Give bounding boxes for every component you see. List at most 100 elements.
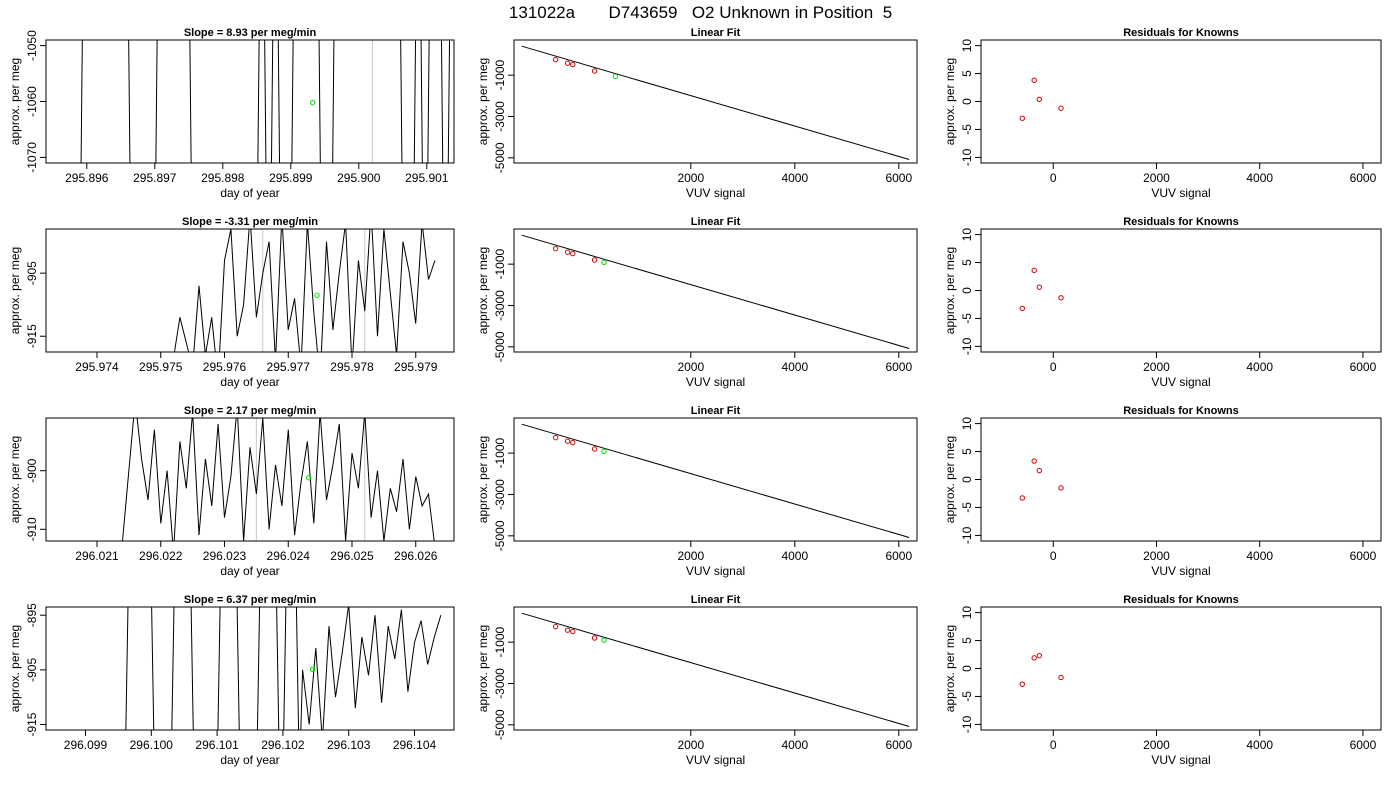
residual-point (1031, 655, 1037, 661)
y-tick-label: -910 (25, 517, 39, 541)
x-tick-label: 296.100 (130, 738, 174, 752)
x-tick-label: 4000 (1246, 738, 1273, 752)
trace-line (122, 418, 435, 541)
x-tick-label: 2000 (677, 549, 704, 563)
y-axis-label: approx. per meg (943, 247, 957, 334)
panel-title: Residuals for Knowns (1123, 405, 1239, 417)
header-description: O2 Unknown in Position 5 (692, 3, 892, 22)
x-axis-label: day of year (220, 564, 279, 578)
plot-area (125, 607, 442, 730)
y-tick-label: -905 (25, 658, 39, 682)
x-axis-label: VUV signal (686, 186, 745, 200)
x-tick-label: 6000 (1350, 738, 1377, 752)
x-tick-label: 6000 (885, 738, 912, 752)
y-tick-label: -1070 (25, 142, 39, 173)
y-tick-label: -1050 (25, 30, 39, 61)
y-axis-label: approx. per meg (943, 58, 957, 145)
y-tick-label: 10 (960, 417, 974, 431)
x-tick-label: 4000 (781, 171, 808, 185)
known-point (552, 245, 559, 252)
y-tick-label: -5 (960, 313, 974, 324)
x-tick-label: 6000 (885, 360, 912, 374)
y-tick-label: -1000 (493, 626, 507, 657)
x-tick-label: 296.103 (327, 738, 371, 752)
x-tick-label: 4000 (781, 738, 808, 752)
x-tick-label: 6000 (1350, 549, 1377, 563)
known-point (570, 61, 576, 68)
plot-area (1019, 77, 1064, 121)
x-tick-label: 0 (1050, 171, 1057, 185)
y-tick-label: -1000 (493, 437, 507, 468)
residual-point (1031, 458, 1037, 464)
unknown-point (601, 448, 607, 454)
panel-title: Residuals for Knowns (1123, 216, 1239, 228)
trace-line (125, 607, 442, 730)
known-point (591, 446, 598, 452)
x-tick-label: 2000 (1143, 360, 1170, 374)
panel-title: Slope = 6.37 per meg/min (184, 594, 317, 606)
known-point (564, 60, 571, 66)
x-tick-label: 296.021 (75, 549, 119, 563)
residual-point (1019, 681, 1025, 687)
x-tick-label: 2000 (1143, 171, 1170, 185)
residual-point (1031, 77, 1037, 83)
plot-frame (45, 228, 455, 353)
x-tick-label: 296.099 (64, 738, 108, 752)
known-point (552, 56, 559, 63)
known-point (564, 627, 571, 633)
panel-residuals-3: Residuals for Knowns 0 2000 4000 6000 -10 -5 0 5… (943, 405, 1382, 578)
y-tick-label: -895 (25, 603, 39, 627)
y-tick-label: 0 (960, 665, 974, 672)
fit-line (521, 45, 910, 160)
fit-line (521, 423, 910, 538)
plot-frame (45, 606, 455, 731)
y-tick-label: -10 (960, 148, 974, 166)
fit-line (521, 612, 910, 727)
x-axis-label: VUV signal (1151, 186, 1210, 200)
header-run-id: 131022a (509, 3, 576, 22)
residual-point (1019, 495, 1025, 501)
x-tick-label: 2000 (1143, 738, 1170, 752)
panel-title: Residuals for Knowns (1123, 594, 1239, 606)
x-tick-label: 295.979 (394, 360, 438, 374)
panel-fit-1: Linear Fit 2000 4000 6000 -1000 -3000 -5000 VUV… (476, 27, 918, 200)
y-tick-label: -5000 (493, 142, 507, 173)
y-tick-label: -5 (960, 691, 974, 702)
plot-area (80, 40, 451, 163)
x-tick-label: 295.899 (269, 171, 313, 185)
x-tick-label: 296.026 (394, 549, 438, 563)
panel-title: Residuals for Knowns (1123, 27, 1239, 39)
x-tick-label: 6000 (1350, 360, 1377, 374)
panel-title: Linear Fit (691, 405, 741, 417)
known-point (552, 623, 559, 630)
residual-point (1036, 96, 1043, 102)
x-tick-label: 0 (1050, 360, 1057, 374)
x-axis-label: VUV signal (1151, 564, 1210, 578)
x-tick-label: 2000 (677, 171, 704, 185)
residual-point (1058, 105, 1064, 111)
x-tick-label: 296.024 (267, 549, 311, 563)
x-tick-label: 6000 (885, 549, 912, 563)
x-tick-label: 295.901 (405, 171, 449, 185)
residual-point (1036, 284, 1043, 290)
unknown-point (314, 292, 320, 298)
y-tick-label: 5 (960, 259, 974, 266)
plot-area (521, 423, 910, 538)
plot-area (1019, 458, 1064, 501)
x-axis-label: VUV signal (1151, 375, 1210, 389)
panel-trace-2: Slope = -3.31 per meg/min 295.974 295.975 2… (8, 216, 455, 389)
panel-fit-2: Linear Fit 2000 4000 6000 -1000 -3000 -5000 VUV… (476, 216, 918, 389)
x-tick-label: 295.978 (330, 360, 374, 374)
x-tick-label: 2000 (677, 360, 704, 374)
x-tick-label: 0 (1050, 549, 1057, 563)
panel-residuals-4: Residuals for Knowns 0 2000 4000 6000 -10 -5 0 5… (943, 594, 1382, 767)
y-tick-label: 10 (960, 228, 974, 242)
y-tick-label: -905 (25, 261, 39, 285)
y-tick-label: -5000 (493, 331, 507, 362)
x-axis-label: day of year (220, 186, 279, 200)
known-point (591, 68, 598, 74)
plot-frame (513, 417, 918, 542)
residual-point (1036, 467, 1043, 474)
y-axis-label: approx. per meg (943, 625, 957, 712)
panel-residuals-1: Residuals for Knowns 0 2000 4000 6000 -10 -5 0 5… (943, 27, 1382, 200)
